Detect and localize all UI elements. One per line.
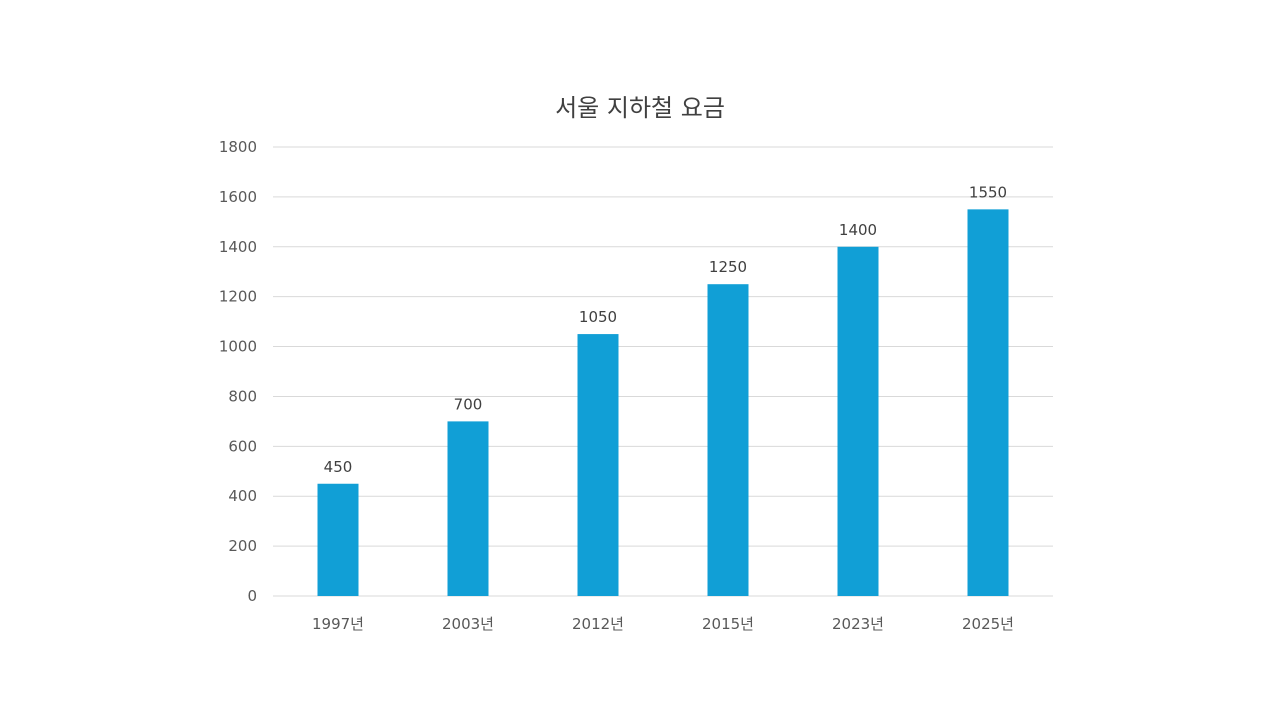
data-label: 1050 [579,308,617,326]
y-tick-label: 400 [228,487,257,505]
y-tick-label: 0 [247,587,257,605]
y-tick-label: 1400 [219,238,257,256]
y-tick-label: 800 [228,387,257,405]
data-labels: 450 700 1050 1250 1400 1550 [324,183,1007,475]
y-tick-label: 600 [228,437,257,455]
x-tick-label: 2003년 [442,615,494,633]
bar [707,284,749,596]
y-tick-label: 200 [228,537,257,555]
bar [967,209,1009,596]
bar [837,246,879,596]
x-axis: 1997년 2003년 2012년 2015년 2023년 2025년 [312,615,1014,633]
bar [577,334,619,596]
x-tick-label: 2015년 [702,615,754,633]
x-tick-label: 2012년 [572,615,624,633]
y-tick-label: 1800 [219,138,257,156]
data-label: 1400 [839,221,877,239]
x-tick-label: 2023년 [832,615,884,633]
y-tick-label: 1000 [219,338,257,356]
data-label: 1250 [709,258,747,276]
y-tick-label: 1200 [219,288,257,306]
y-axis: 0 200 400 600 800 1000 1200 1400 1600 1800 [219,138,257,605]
bar [447,421,489,596]
y-tick-label: 1600 [219,188,257,206]
x-tick-label: 1997년 [312,615,364,633]
gridlines [273,146,1053,597]
data-label: 450 [324,458,353,476]
data-label: 1550 [969,183,1007,201]
chart-title: 서울 지하철 요금 [555,94,725,122]
x-tick-label: 2025년 [962,615,1014,633]
bar [317,483,359,596]
bars [317,209,1009,596]
data-label: 700 [454,395,483,413]
